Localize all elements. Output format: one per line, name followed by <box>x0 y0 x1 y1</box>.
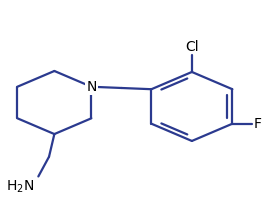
Text: N: N <box>86 80 97 94</box>
Text: H$_2$N: H$_2$N <box>6 179 34 195</box>
Text: Cl: Cl <box>185 40 199 54</box>
Text: F: F <box>254 117 262 131</box>
